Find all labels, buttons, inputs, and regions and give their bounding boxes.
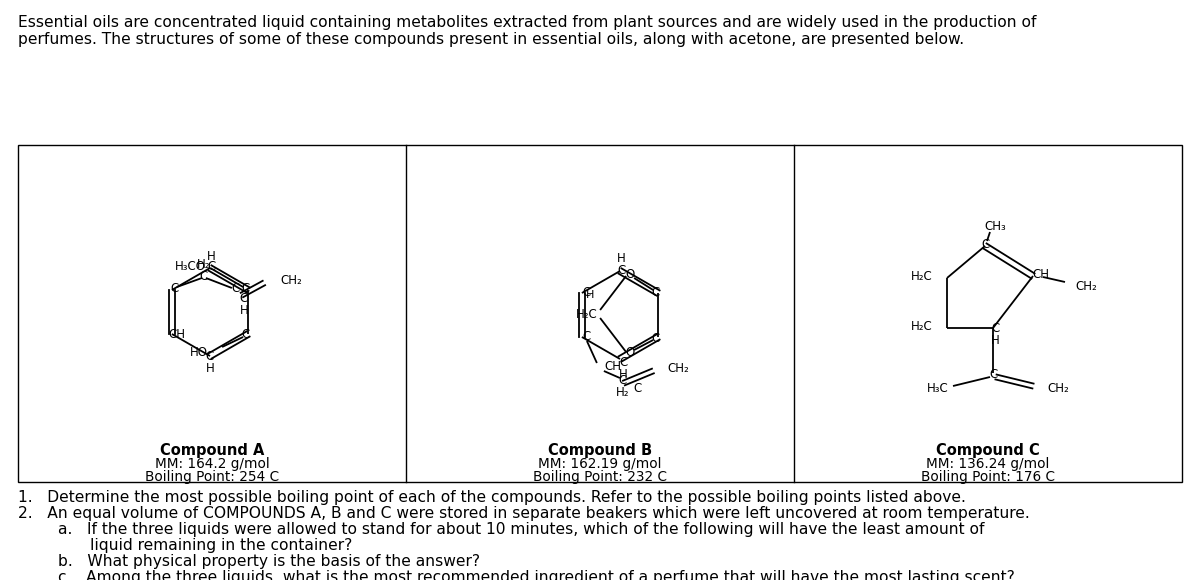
Text: Essential oils are concentrated liquid containing metabolites extracted from pla: Essential oils are concentrated liquid c…: [18, 15, 1037, 30]
Text: C: C: [206, 350, 214, 364]
Text: Boiling Point: 176 C: Boiling Point: 176 C: [922, 470, 1055, 484]
Text: C: C: [617, 263, 625, 277]
Text: MM: 136.24 g/mol: MM: 136.24 g/mol: [926, 457, 1050, 471]
Text: CH₂: CH₂: [1075, 280, 1097, 292]
Text: C: C: [583, 285, 592, 299]
Text: H: H: [205, 361, 215, 375]
Text: C: C: [170, 282, 179, 295]
Text: CH: CH: [168, 328, 185, 340]
Text: H: H: [619, 368, 628, 380]
Text: MM: 164.2 g/mol: MM: 164.2 g/mol: [155, 457, 269, 471]
Text: Compound A: Compound A: [160, 443, 264, 458]
Text: perfumes. The structures of some of these compounds present in essential oils, a: perfumes. The structures of some of thes…: [18, 32, 964, 47]
Text: CH: CH: [604, 361, 620, 374]
Text: C: C: [650, 285, 659, 299]
Text: Boiling Point: 254 C: Boiling Point: 254 C: [145, 470, 280, 484]
Text: C: C: [240, 292, 248, 306]
Text: CH: CH: [1032, 267, 1050, 281]
Text: c.   Among the three liquids, what is the most recommended ingredient of a perfu: c. Among the three liquids, what is the …: [58, 570, 1015, 580]
Text: 2.   An equal volume of COMPOUNDS A, B and C were stored in separate beakers whi: 2. An equal volume of COMPOUNDS A, B and…: [18, 506, 1030, 521]
Text: H: H: [617, 252, 625, 266]
Text: H: H: [991, 334, 1000, 346]
Text: C: C: [619, 375, 628, 387]
Text: liquid remaining in the container?: liquid remaining in the container?: [90, 538, 353, 553]
Text: CH₂: CH₂: [667, 362, 689, 375]
Text: O: O: [625, 269, 635, 281]
Text: C: C: [980, 238, 989, 252]
Text: H: H: [240, 303, 248, 317]
Text: H₂C: H₂C: [911, 320, 934, 332]
Text: C: C: [634, 382, 642, 396]
Text: Boiling Point: 232 C: Boiling Point: 232 C: [533, 470, 667, 484]
Text: H₂C: H₂C: [576, 307, 598, 321]
Text: H: H: [206, 249, 215, 263]
Text: CH₂: CH₂: [280, 274, 301, 287]
Text: C: C: [989, 368, 997, 380]
Text: a.   If the three liquids were allowed to stand for about 10 minutes, which of t: a. If the three liquids were allowed to …: [58, 522, 984, 537]
Text: C: C: [583, 329, 592, 343]
Bar: [18, 145, 1182, 482]
Text: H₃C: H₃C: [928, 382, 949, 396]
Text: C: C: [241, 282, 250, 295]
Text: H: H: [586, 290, 594, 300]
Text: C: C: [991, 322, 1000, 335]
Text: H₂: H₂: [616, 386, 630, 398]
Text: C: C: [232, 281, 240, 295]
Text: C: C: [241, 328, 250, 342]
Text: C: C: [650, 332, 659, 345]
Text: 1.   Determine the most possible boiling point of each of the compounds. Refer t: 1. Determine the most possible boiling p…: [18, 490, 966, 505]
Text: C: C: [206, 260, 215, 274]
Text: HO: HO: [190, 346, 208, 358]
Text: CH₂: CH₂: [1046, 382, 1069, 396]
Text: MM: 162.19 g/mol: MM: 162.19 g/mol: [539, 457, 661, 471]
Text: Compound B: Compound B: [548, 443, 652, 458]
Text: H₃CO: H₃CO: [175, 260, 206, 274]
Text: b.   What physical property is the basis of the answer?: b. What physical property is the basis o…: [58, 554, 480, 569]
Text: CH₃: CH₃: [984, 219, 1006, 233]
Text: Compound C: Compound C: [936, 443, 1040, 458]
Text: O: O: [625, 346, 635, 360]
Text: H₂C: H₂C: [911, 270, 934, 282]
Text: C: C: [199, 270, 208, 282]
Text: C: C: [619, 357, 628, 369]
Text: H₂: H₂: [197, 259, 211, 271]
